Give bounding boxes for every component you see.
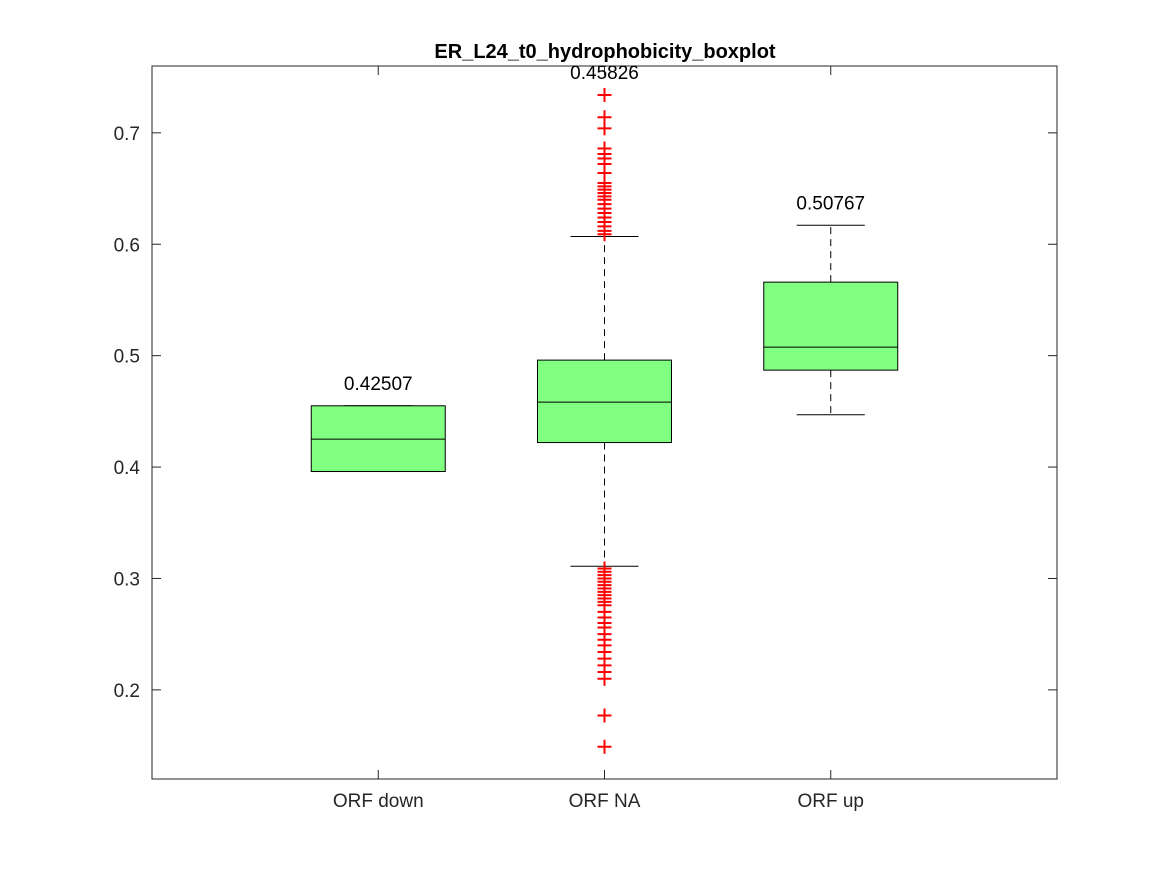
outlier-marker (597, 671, 612, 686)
plot-area: 0.2 0.3 0.4 0.5 0.6 0.7 ORF down ORF NA ORF up 0.… (114, 63, 1058, 812)
y-tick-label: 0.2 (114, 681, 140, 702)
median-value-label: 0.50767 (796, 193, 865, 214)
box-group: 0.42507 (310, 374, 446, 473)
y-tick-label: 0.7 (114, 124, 140, 145)
box (537, 359, 672, 444)
box-group: 0.50767 (763, 193, 899, 416)
box (763, 281, 899, 371)
y-tick-label: 0.4 (114, 458, 141, 479)
x-tick-label: ORF down (333, 791, 424, 812)
x-tick-label: ORF NA (569, 791, 641, 812)
median-value-label: 0.45826 (570, 63, 639, 84)
outlier-marker (597, 121, 612, 136)
median-value-label: 0.42507 (344, 374, 413, 395)
y-tick-label: 0.6 (114, 235, 140, 256)
outlier-marker (597, 739, 612, 754)
outlier-marker (597, 227, 612, 242)
chart-title: ER_L24_t0_hydrophobicity_boxplot (434, 41, 776, 63)
outlier-marker (597, 708, 612, 723)
x-tick-label: ORF up (797, 791, 864, 812)
y-tick-label: 0.3 (114, 569, 140, 590)
y-tick-label: 0.5 (114, 347, 140, 368)
outlier-marker (597, 87, 612, 102)
box-group: 0.45826 (537, 63, 672, 754)
